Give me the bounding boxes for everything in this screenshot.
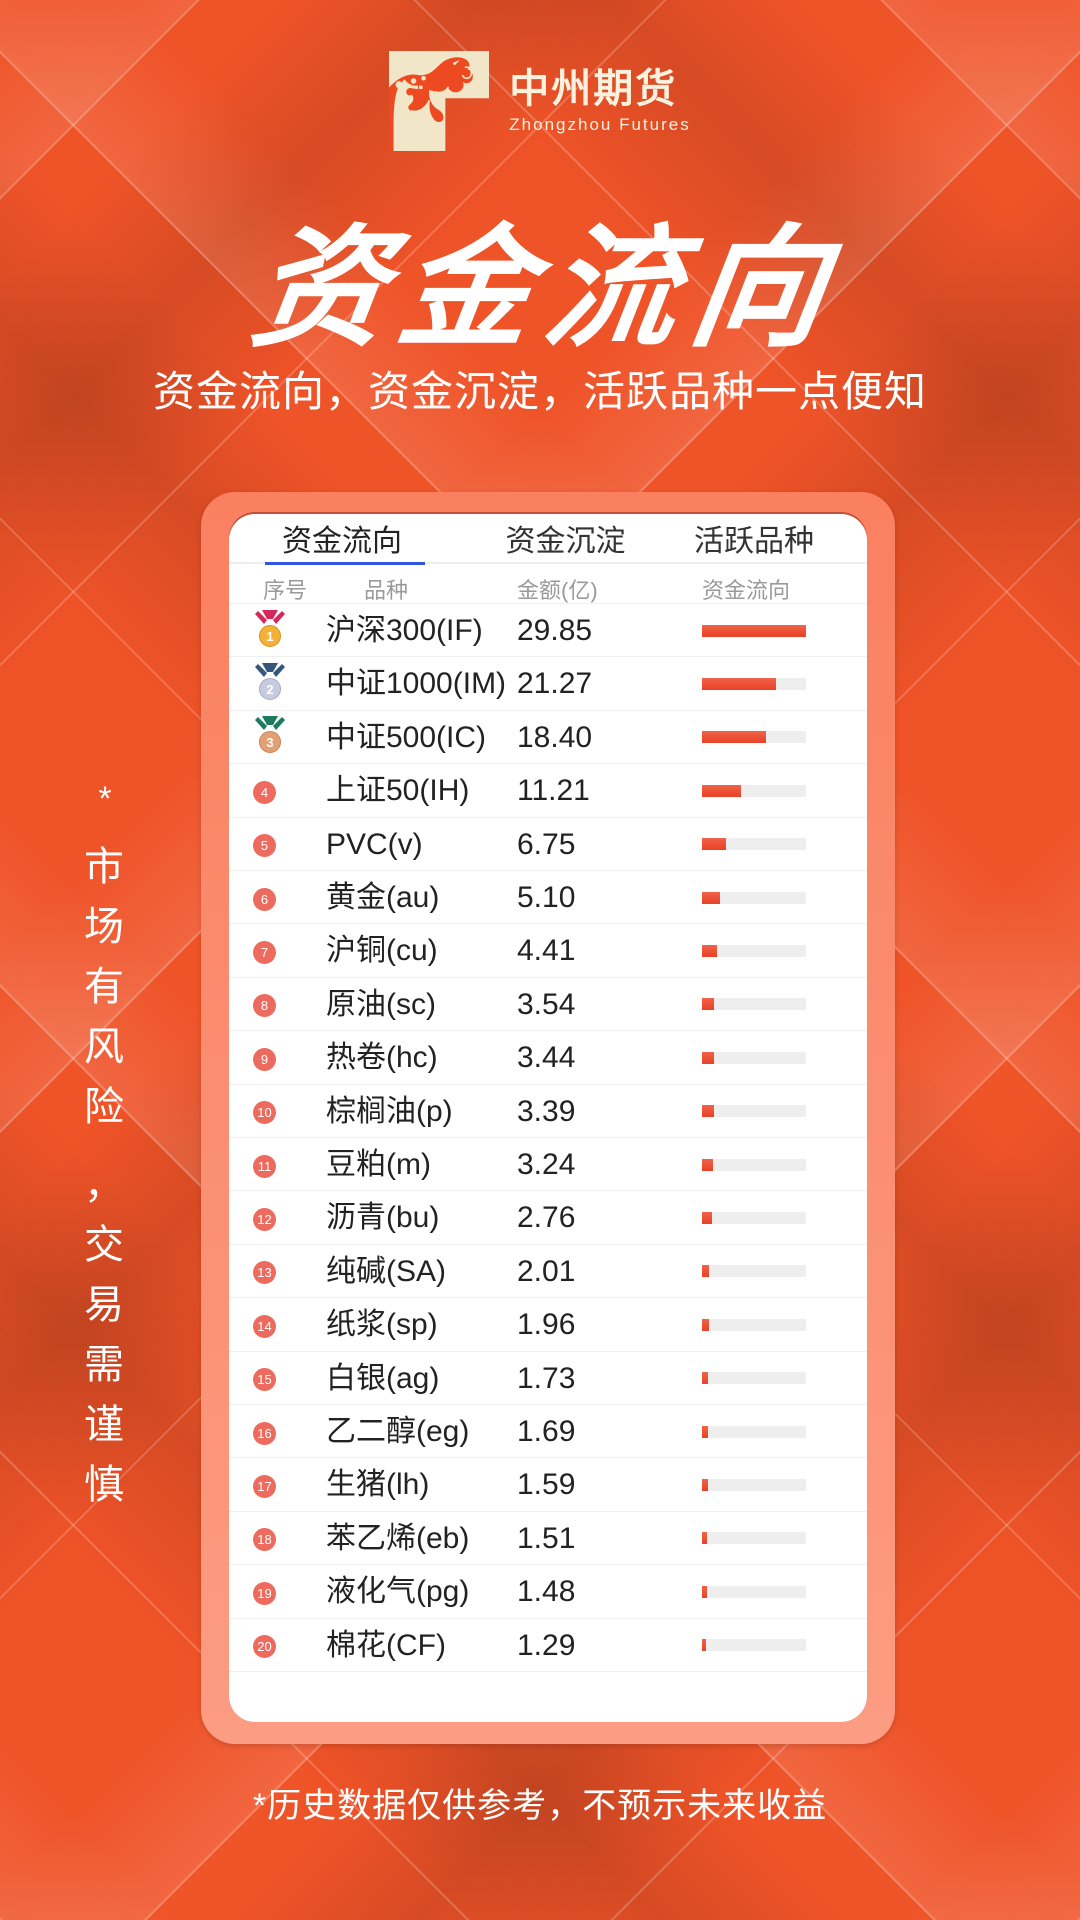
svg-text:1: 1 — [266, 629, 273, 644]
svg-text:2: 2 — [266, 682, 273, 697]
svg-text:3: 3 — [266, 735, 273, 750]
